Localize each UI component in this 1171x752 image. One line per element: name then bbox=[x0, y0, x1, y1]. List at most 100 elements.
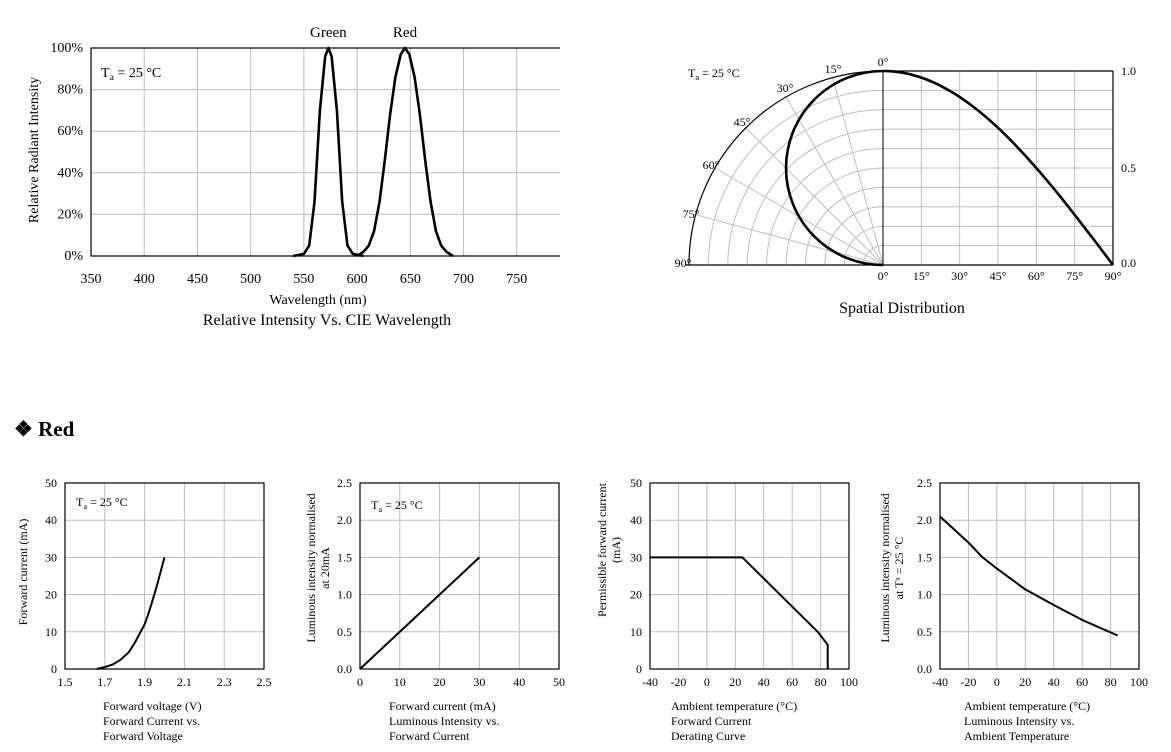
x-tick-label: 0 bbox=[994, 675, 1000, 689]
chart-title-line: Forward Current vs. bbox=[103, 714, 200, 728]
x-tick-label: 650 bbox=[400, 272, 421, 287]
series-label: Green bbox=[310, 25, 347, 41]
y-tick-label: 30 bbox=[45, 550, 57, 564]
y-tick-label: 1.5 bbox=[337, 550, 352, 564]
series-line bbox=[939, 515, 1119, 637]
y-tick-label: 0.5 bbox=[337, 625, 352, 639]
x-tick-label: 100 bbox=[1130, 675, 1148, 689]
y-axis-label: at 20mA bbox=[318, 547, 332, 589]
y-tick-label: 2.5 bbox=[917, 478, 932, 490]
y-tick-label: 10 bbox=[45, 625, 57, 639]
chart-title-line: Luminous Intensity vs. bbox=[964, 714, 1074, 728]
x-tick-label: 0 bbox=[704, 675, 710, 689]
chart-title-line: Forward Current bbox=[389, 729, 470, 743]
intensity-curve bbox=[882, 69, 1115, 266]
x-tick-label: -40 bbox=[642, 675, 658, 689]
x-tick-label: 800 bbox=[560, 272, 561, 287]
iv-chart: 1.5 1.7 1.9 2.1 2.3 2.5 0 10 20 30 40 50 Ta = 25 °C F… bbox=[16, 478, 272, 743]
y-tick-label: 50 bbox=[630, 478, 642, 490]
y-tick-label: 2.0 bbox=[337, 513, 352, 527]
x-tick-label: 60° bbox=[1028, 269, 1045, 283]
polar-angle-label: 90° bbox=[675, 256, 692, 270]
polar-outer-arc bbox=[688, 70, 884, 266]
x-tick-label: 500 bbox=[240, 272, 261, 287]
x-tick-label: 60 bbox=[786, 675, 798, 689]
x-tick-label: 1.9 bbox=[137, 675, 152, 689]
x-tick-label: -20 bbox=[670, 675, 686, 689]
series-line bbox=[356, 46, 454, 258]
polar-angle-label: 45° bbox=[734, 115, 751, 129]
x-tick-label: 20 bbox=[729, 675, 741, 689]
x-tick-label: 350 bbox=[81, 272, 102, 287]
y-axis-label: Forward current (mA) bbox=[16, 519, 30, 626]
x-tick-label: 20 bbox=[1019, 675, 1031, 689]
polar-angle-label: 60° bbox=[703, 158, 720, 172]
x-tick-label: 550 bbox=[293, 272, 314, 287]
x-tick-label: 2.1 bbox=[177, 675, 192, 689]
chart-title: Relative Intensity Vs. CIE Wavelength bbox=[203, 312, 451, 329]
polar-angle-label: 0° bbox=[878, 55, 889, 69]
x-axis-label: Forward voltage (V) bbox=[103, 699, 202, 713]
y-tick-label: 30 bbox=[630, 550, 642, 564]
series-line bbox=[292, 46, 364, 258]
y-axis-label: (mA) bbox=[609, 537, 623, 563]
x-tick-label: 750 bbox=[506, 272, 527, 287]
polar-radial-line bbox=[745, 127, 884, 266]
x-axis-label: Ambient temperature (°C) bbox=[964, 699, 1090, 713]
x-tick-label: -40 bbox=[932, 675, 948, 689]
chart-title-line: Forward Current bbox=[671, 714, 752, 728]
x-tick-label: 2.3 bbox=[217, 675, 232, 689]
x-tick-label: 40 bbox=[513, 675, 525, 689]
section-header: ❖ Red bbox=[14, 417, 74, 442]
y-tick-label: 2.0 bbox=[917, 513, 932, 527]
y-tick-label: 0.0 bbox=[917, 662, 932, 676]
diamond-bullet-icon: ❖ bbox=[14, 417, 33, 441]
y-tick-label: 1.0 bbox=[337, 588, 352, 602]
x-tick-label: 40 bbox=[758, 675, 770, 689]
x-tick-label: 100 bbox=[840, 675, 858, 689]
right-tick-label: 0.0 bbox=[1121, 256, 1136, 270]
y-tick-label: 2.5 bbox=[337, 478, 352, 490]
x-tick-label: 400 bbox=[134, 272, 155, 287]
y-tick-label: 20% bbox=[57, 207, 83, 222]
x-tick-label: 0° bbox=[878, 269, 889, 283]
plot-frame bbox=[649, 482, 850, 670]
polar-angle-label: 30° bbox=[777, 81, 794, 95]
plot-frame bbox=[90, 47, 560, 257]
x-tick-label: 2.5 bbox=[257, 675, 272, 689]
polar-radial-line bbox=[695, 214, 884, 266]
y-tick-label: 0 bbox=[51, 662, 57, 676]
chart-title-line: Forward Voltage bbox=[103, 729, 183, 743]
x-tick-label: 30 bbox=[473, 675, 485, 689]
polar-angle-label: 75° bbox=[683, 207, 700, 221]
series-line bbox=[96, 557, 166, 670]
x-tick-label: 75° bbox=[1066, 269, 1083, 283]
ta-annotation: Ta = 25 °C bbox=[688, 66, 740, 82]
x-tick-label: 40 bbox=[1048, 675, 1060, 689]
y-tick-label: 20 bbox=[630, 588, 642, 602]
x-tick-label: 80 bbox=[815, 675, 827, 689]
y-tick-label: 40% bbox=[57, 166, 83, 181]
series-line bbox=[359, 556, 481, 670]
series-label: Red bbox=[393, 25, 418, 41]
right-tick-label: 0.5 bbox=[1121, 161, 1136, 175]
y-tick-label: 20 bbox=[45, 588, 57, 602]
x-tick-label: 0 bbox=[357, 675, 363, 689]
y-axis-label: at Tᵃ = 25 °C bbox=[892, 537, 906, 600]
y-axis-label: Luminous intensity normalised bbox=[878, 493, 892, 642]
x-tick-label: 45° bbox=[990, 269, 1007, 283]
x-tick-label: 90° bbox=[1105, 269, 1122, 283]
section-title: Red bbox=[38, 417, 75, 441]
y-tick-label: 50 bbox=[45, 478, 57, 490]
lum-vs-ta-chart: -40 -20 0 20 40 60 80 100 0.0 0.5 1.0 1.5 2.0 2.5 Ambi… bbox=[878, 478, 1148, 743]
y-tick-label: 0.0 bbox=[337, 662, 352, 676]
y-axis-label: Permissible forward current bbox=[595, 482, 609, 617]
y-tick-label: 0.5 bbox=[917, 625, 932, 639]
x-tick-label: 30° bbox=[951, 269, 968, 283]
x-tick-label: 10 bbox=[394, 675, 406, 689]
polar-curve bbox=[784, 69, 884, 267]
x-tick-label: 1.5 bbox=[58, 675, 73, 689]
x-tick-label: 700 bbox=[453, 272, 474, 287]
polar-radial-line bbox=[785, 96, 884, 266]
